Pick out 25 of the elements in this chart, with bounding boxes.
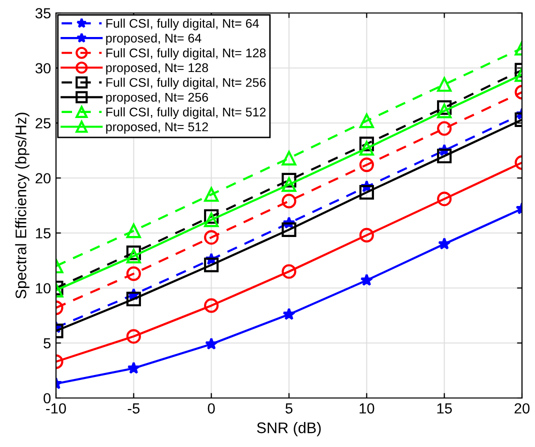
legend-label: proposed, Nt= 128 [106, 62, 208, 75]
legend-label: Full CSI, fully digital, Nt= 512 [106, 107, 266, 119]
legend-label: proposed, Nt= 512 [106, 122, 208, 134]
y-tick-label: 35 [35, 8, 51, 18]
y-tick-label: 5 [44, 338, 51, 348]
legend-label: proposed, Nt= 64 [106, 33, 202, 46]
legend-label: Full CSI, fully digital, Nt= 64 [106, 18, 259, 30]
x-tick-label: 20 [514, 403, 530, 414]
y-tick-label: 20 [36, 173, 51, 184]
x-tick-label: 10 [360, 403, 374, 414]
legend-label: Full CSI, fully digital, Nt= 128 [106, 48, 266, 60]
x-tick-label: 0 [208, 403, 215, 414]
x-tick-label: 5 [286, 403, 292, 414]
y-tick-label: 0 [44, 393, 51, 404]
y-tick-label: 30 [35, 63, 51, 74]
y-tick-label: 15 [36, 228, 51, 238]
y-axis-title: Spectral Efficiency (bps/Hz) [15, 112, 30, 298]
legend-label: Full CSI, fully digital, Nt= 256 [106, 78, 266, 90]
x-tick-label: -10 [46, 403, 66, 414]
y-tick-label: 25 [36, 118, 51, 128]
x-axis-title: SNR (dB) [257, 422, 321, 436]
x-tick-label: 15 [437, 403, 452, 414]
legend-label: proposed, Nt= 256 [106, 92, 208, 104]
y-tick-label: 10 [36, 283, 51, 294]
x-tick-label: -5 [128, 403, 140, 414]
